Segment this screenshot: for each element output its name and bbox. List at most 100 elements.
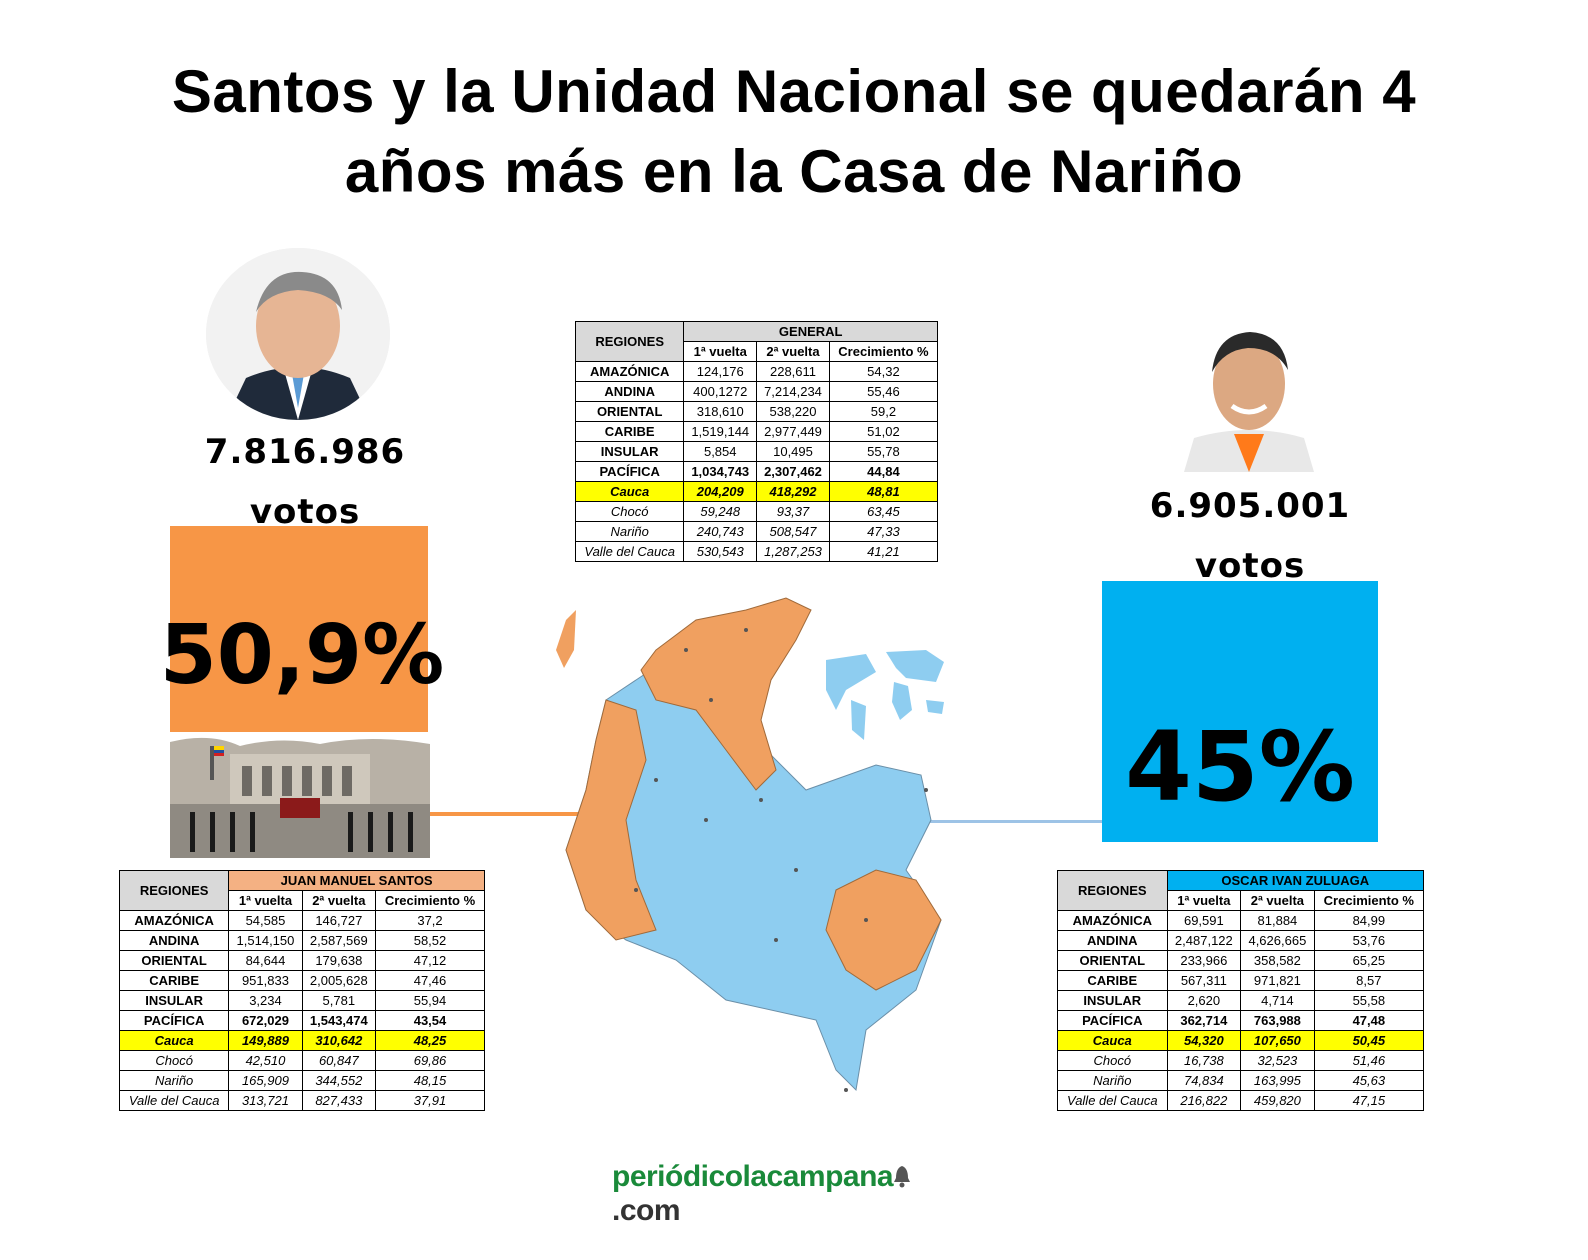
santos-votes-count: 7.816.986 [204,432,406,472]
santos-connector-line [430,812,590,816]
zuluaga-regions-header: REGIONES [1057,870,1168,911]
value-cell: 69,86 [375,1050,485,1071]
value-cell: 5,781 [301,990,377,1011]
general-table-body: AMAZÓNICA 124,176 228,611 54,32 ANDINA 400,12… [574,361,939,562]
region-cell: CARIBE [574,421,685,442]
value-cell: 5,854 [683,441,758,462]
region-cell: PACÍFICA [1057,1010,1168,1031]
table-row: PACÍFICA 672,029 1,543,474 43,54 [118,1010,485,1031]
bell-icon [893,1162,911,1188]
value-cell: 48,81 [828,481,939,502]
value-cell: 508,547 [756,521,830,542]
santos-col-2: 2ª vuelta [301,890,377,911]
value-cell: 84,644 [228,950,303,971]
zuluaga-portrait [1184,312,1314,472]
value-cell: 530,543 [683,541,758,562]
value-cell: 2,307,462 [756,461,830,482]
table-row: INSULAR 5,854 10,495 55,78 [574,441,939,462]
value-cell: 45,63 [1313,1070,1425,1091]
value-cell: 179,638 [301,950,377,971]
value-cell: 971,821 [1240,970,1315,991]
value-cell: 37,2 [375,910,485,931]
value-cell: 149,889 [228,1030,303,1051]
value-cell: 107,650 [1240,1030,1315,1051]
region-cell: ANDINA [574,381,685,402]
table-row: Cauca 54,320 107,650 50,45 [1057,1030,1425,1051]
value-cell: 204,209 [683,481,758,502]
value-cell: 233,966 [1166,950,1242,971]
zuluaga-votes-label: votos [1194,546,1306,586]
region-cell: INSULAR [574,441,685,462]
value-cell: 55,94 [375,990,485,1011]
value-cell: 418,292 [756,481,830,502]
region-cell: AMAZÓNICA [574,361,685,382]
table-row: CARIBE 567,311 971,821 8,57 [1057,970,1425,991]
logo-part-1: periódico [612,1160,743,1193]
value-cell: 50,45 [1313,1030,1425,1051]
value-cell: 2,977,449 [756,421,830,442]
value-cell: 63,45 [828,501,939,522]
santos-col-3: Crecimiento % [375,890,485,911]
table-row: PACÍFICA 362,714 763,988 47,48 [1057,1010,1425,1031]
table-row: ORIENTAL 84,644 179,638 47,12 [118,950,485,971]
value-cell: 951,833 [228,970,303,991]
table-row: AMAZÓNICA 124,176 228,611 54,32 [574,361,939,382]
table-row: AMAZÓNICA 54,585 146,727 37,2 [118,910,485,931]
value-cell: 53,76 [1313,930,1425,951]
table-row: ORIENTAL 318,610 538,220 59,2 [574,401,939,422]
region-cell: CARIBE [118,970,230,991]
value-cell: 41,21 [828,541,939,562]
value-cell: 47,15 [1313,1090,1425,1111]
value-cell: 538,220 [756,401,830,422]
region-cell: INSULAR [1057,990,1168,1011]
table-row: Chocó 16,738 32,523 51,46 [1057,1050,1425,1071]
value-cell: 43,54 [375,1010,485,1031]
region-cell: PACÍFICA [118,1010,230,1031]
value-cell: 1,514,150 [228,930,303,951]
casa-narino-image [170,732,430,858]
value-cell: 4,626,665 [1240,930,1315,951]
value-cell: 58,52 [375,930,485,951]
value-cell: 146,727 [301,910,377,931]
value-cell: 93,37 [756,501,830,522]
value-cell: 1,519,144 [683,421,758,442]
region-cell: Valle del Cauca [574,541,685,562]
value-cell: 42,510 [228,1050,303,1071]
value-cell: 59,248 [683,501,758,522]
value-cell: 32,523 [1240,1050,1315,1071]
value-cell: 59,2 [828,401,939,422]
santos-col-1: 1ª vuelta [228,890,303,911]
value-cell: 37,91 [375,1090,485,1111]
map-world-inset [826,650,944,740]
value-cell: 84,99 [1313,910,1425,931]
santos-results-table: REGIONES JUAN MANUEL SANTOS 1ª vuelta 2ª… [118,870,485,1111]
value-cell: 2,005,628 [301,970,377,991]
value-cell: 16,738 [1166,1050,1242,1071]
table-row: CARIBE 951,833 2,005,628 47,46 [118,970,485,991]
table-row: Valle del Cauca 216,822 459,820 47,15 [1057,1090,1425,1111]
region-cell: Chocó [118,1050,230,1071]
map-santos-north [640,597,812,791]
value-cell: 459,820 [1240,1090,1315,1111]
region-cell: INSULAR [118,990,230,1011]
santos-table-title: JUAN MANUEL SANTOS [228,870,485,891]
value-cell: 2,487,122 [1166,930,1242,951]
region-cell: Cauca [118,1030,230,1051]
region-cell: Chocó [574,501,685,522]
table-row: CARIBE 1,519,144 2,977,449 51,02 [574,421,939,442]
region-cell: Valle del Cauca [1057,1090,1168,1111]
zuluaga-table-title: OSCAR IVAN ZULUAGA [1166,870,1425,891]
value-cell: 313,721 [228,1090,303,1111]
value-cell: 318,610 [683,401,758,422]
value-cell: 1,543,474 [301,1010,377,1031]
value-cell: 2,587,569 [301,930,377,951]
value-cell: 54,32 [828,361,939,382]
value-cell: 3,234 [228,990,303,1011]
santos-percent: 50,9% [159,608,445,703]
table-row: Valle del Cauca 313,721 827,433 37,91 [118,1090,485,1111]
general-title: GENERAL [683,321,938,342]
value-cell: 69,591 [1166,910,1242,931]
general-results-table: REGIONES GENERAL 1ª vuelta 2ª vuelta Cre… [574,321,939,562]
region-cell: Cauca [1057,1030,1168,1051]
value-cell: 216,822 [1166,1090,1242,1111]
